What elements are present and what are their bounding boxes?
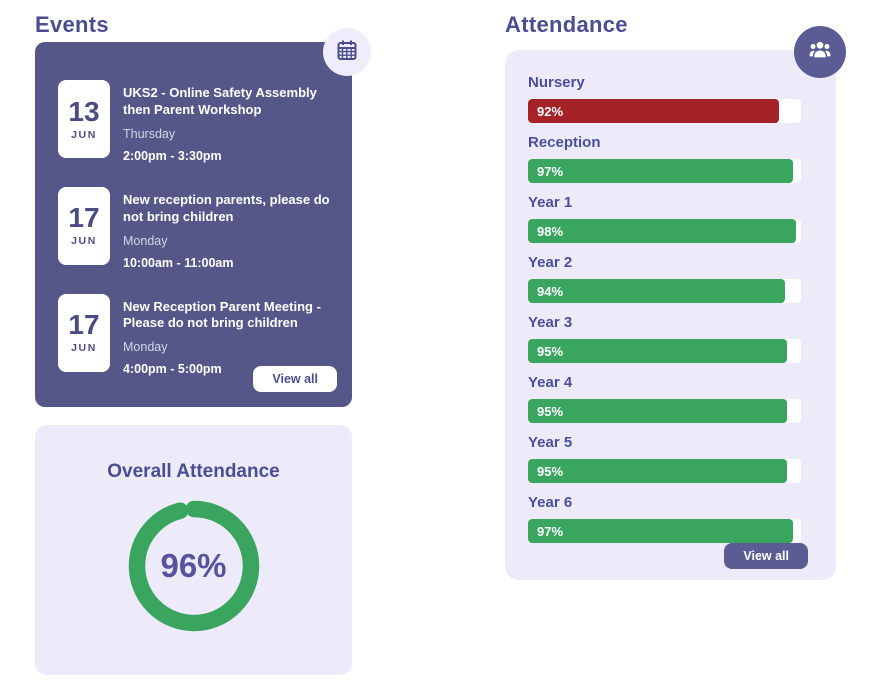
attendance-bar-value: 94% [537, 283, 564, 299]
attendance-row-label: Year 2 [528, 254, 573, 271]
attendance-bar-track: 95% [528, 459, 801, 483]
event-date-month: JUN [71, 128, 97, 141]
event-date-day: 17 [68, 309, 100, 341]
attendance-bar-track: 97% [528, 519, 801, 543]
attendance-view-all-button[interactable]: View all [724, 543, 808, 569]
event-date-month: JUN [71, 342, 97, 355]
attendance-row: Year 3 95% [528, 313, 836, 363]
events-section-title: Events [35, 12, 109, 37]
event-list-item: 13 JUN UKS2 - Online Safety Assembly the… [58, 80, 352, 163]
attendance-bar-track: 97% [528, 159, 801, 183]
calendar-icon-badge [323, 28, 371, 76]
attendance-row-label: Year 3 [528, 314, 573, 331]
attendance-row-label: Year 1 [528, 194, 573, 211]
event-weekday: Thursday [123, 126, 176, 141]
attendance-bar-value: 98% [537, 223, 564, 239]
attendance-row-label: Year 6 [528, 494, 573, 511]
event-title: New reception parents, please do not bri… [123, 191, 330, 224]
event-time: 2:00pm - 3:30pm [123, 148, 222, 163]
attendance-row: Year 1 98% [528, 193, 836, 243]
event-list-item: 17 JUN New Reception Parent Meeting - Pl… [58, 293, 352, 377]
attendance-row: Year 6 97% [528, 493, 836, 543]
event-time: 4:00pm - 5:00pm [123, 362, 222, 377]
event-text: New Reception Parent Meeting - Please do… [123, 294, 337, 377]
people-icon-badge [794, 26, 846, 78]
attendance-bar-value: 97% [537, 523, 564, 539]
event-title: New Reception Parent Meeting - Please do… [123, 298, 321, 331]
attendance-section-title: Attendance [505, 12, 628, 37]
attendance-row-label: Year 5 [528, 434, 573, 451]
attendance-row: Reception 97% [528, 133, 836, 183]
attendance-bar-track: 95% [528, 339, 801, 363]
people-icon [807, 37, 833, 68]
event-text: New reception parents, please do not bri… [123, 187, 337, 270]
event-date-day: 13 [68, 95, 100, 127]
attendance-bar-fill: 98% [528, 219, 796, 243]
event-list-item: 17 JUN New reception parents, please do … [58, 186, 352, 270]
attendance-bar-fill: 97% [528, 159, 793, 183]
attendance-bar-fill: 97% [528, 519, 793, 543]
attendance-bar-fill: 92% [528, 99, 780, 123]
event-date-box: 17 JUN [58, 186, 110, 265]
attendance-bar-value: 95% [537, 463, 564, 479]
attendance-bar-value: 92% [537, 103, 564, 119]
attendance-bar-fill: 95% [528, 459, 788, 483]
overall-attendance-donut: 96% [121, 493, 267, 639]
attendance-bar-track: 95% [528, 399, 801, 423]
event-date-day: 17 [68, 202, 100, 234]
attendance-row-label: Reception [528, 134, 601, 151]
attendance-bar-track: 94% [528, 279, 801, 303]
attendance-row: Year 4 95% [528, 373, 836, 423]
event-title: UKS2 - Online Safety Assembly then Paren… [123, 85, 317, 117]
attendance-panel: Nursery 92% Reception 97% Year 1 98% Yea… [505, 26, 846, 580]
events-list: 13 JUN UKS2 - Online Safety Assembly the… [35, 42, 352, 376]
event-date-month: JUN [71, 235, 97, 248]
attendance-bar-value: 95% [537, 403, 564, 419]
calendar-icon [335, 38, 359, 67]
attendance-row-label: Nursery [528, 74, 585, 91]
events-card: 13 JUN UKS2 - Online Safety Assembly the… [35, 28, 371, 407]
attendance-bar-fill: 94% [528, 279, 785, 303]
attendance-bar-fill: 95% [528, 399, 788, 423]
attendance-bar-track: 92% [528, 99, 801, 123]
event-date-box: 17 JUN [58, 293, 110, 372]
events-view-all-button[interactable]: View all [253, 366, 337, 392]
attendance-bar-track: 98% [528, 219, 801, 243]
event-date-box: 13 JUN [58, 80, 110, 158]
event-time: 10:00am - 11:00am [123, 255, 234, 270]
overall-attendance-value: 96% [160, 547, 227, 584]
overall-attendance-card: Overall Attendance 96% [35, 425, 352, 675]
event-weekday: Monday [123, 233, 168, 248]
event-weekday: Monday [123, 340, 168, 355]
overall-attendance-title: Overall Attendance [107, 461, 280, 482]
attendance-row: Year 5 95% [528, 433, 836, 483]
attendance-row: Nursery 92% [528, 73, 836, 123]
attendance-row: Year 2 94% [528, 253, 836, 303]
attendance-bar-fill: 95% [528, 339, 788, 363]
attendance-bar-value: 97% [537, 163, 564, 179]
attendance-row-label: Year 4 [528, 374, 573, 391]
event-text: UKS2 - Online Safety Assembly then Paren… [123, 80, 337, 163]
attendance-bar-value: 95% [537, 343, 564, 359]
attendance-rows: Nursery 92% Reception 97% Year 1 98% Yea… [505, 50, 836, 543]
